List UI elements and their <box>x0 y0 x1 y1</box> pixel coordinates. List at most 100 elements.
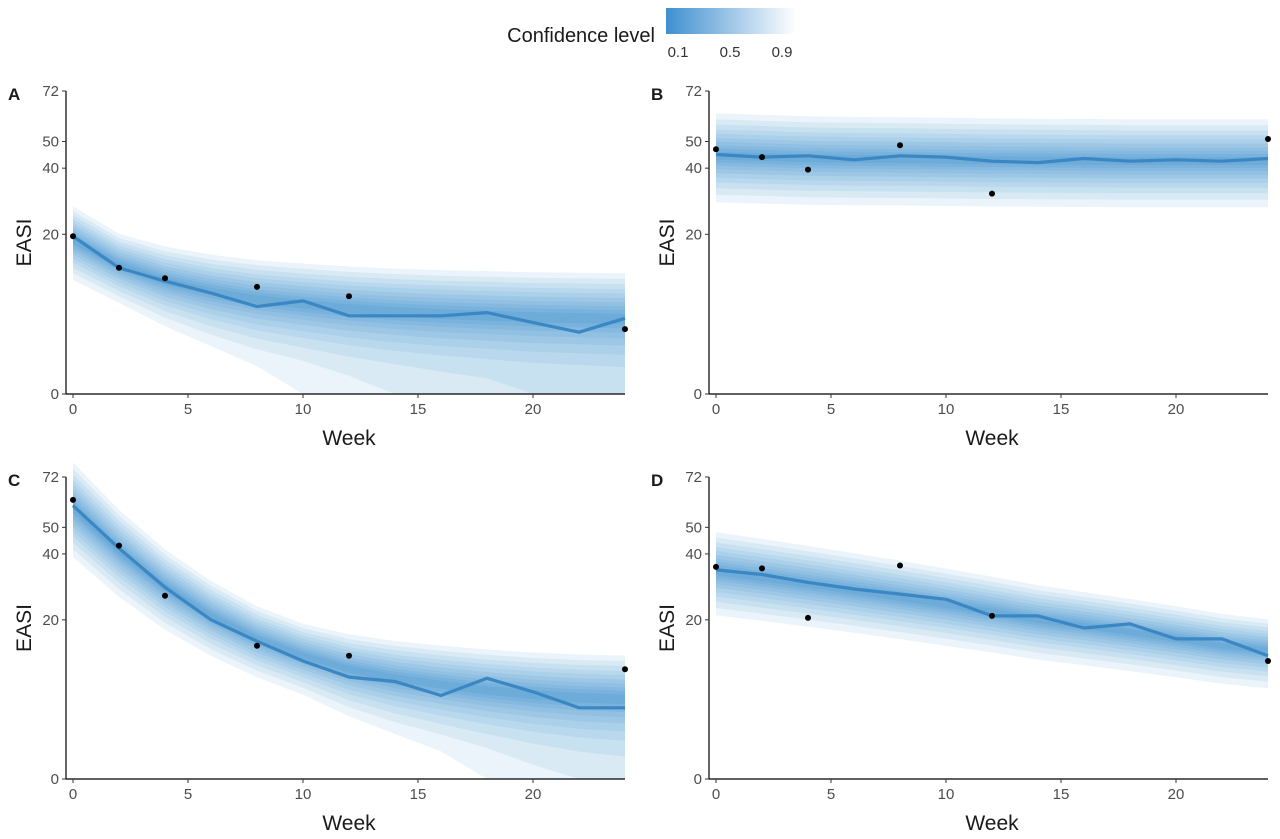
x-tick-label: 0 <box>712 401 720 418</box>
y-tick-label: 0 <box>694 771 702 788</box>
legend-tick-low: 0.1 <box>668 44 689 61</box>
confidence-band <box>73 211 625 394</box>
y-tick-label: 20 <box>42 226 59 243</box>
x-tick-label: 15 <box>410 401 427 418</box>
panel-c: 0 20 40 50 72 0 5 10 15 20 Week EASI C <box>8 462 628 835</box>
confidence-band <box>716 554 1268 665</box>
y-tick-label: 0 <box>51 386 59 403</box>
confidence-band <box>73 234 625 329</box>
legend-title: Confidence level <box>507 25 655 47</box>
confidence-band <box>73 474 625 757</box>
y-tick-label: 72 <box>42 83 59 100</box>
confidence-band <box>716 537 1268 682</box>
observed-point <box>805 166 811 173</box>
y-tick-label: 50 <box>685 134 702 151</box>
observed-point <box>116 542 122 549</box>
y-tick-label: 72 <box>685 469 702 486</box>
y-axis-title: EASI <box>656 219 679 267</box>
x-tick-label: 15 <box>410 786 427 803</box>
x-tick-label: 15 <box>1053 786 1070 803</box>
observed-point <box>1265 658 1271 664</box>
panel-b: 0 20 40 50 72 0 5 10 15 20 Week EASI B <box>651 83 1271 450</box>
confidence-band <box>716 547 1268 672</box>
panel-d: 0 20 40 50 72 0 5 10 15 20 Week EASI D <box>651 469 1271 835</box>
observed-point <box>805 614 811 621</box>
confidence-band <box>73 496 625 713</box>
observed-point <box>989 190 995 197</box>
x-tick-label: 20 <box>525 786 542 803</box>
observed-point <box>254 642 260 649</box>
observed-point <box>713 146 719 153</box>
x-tick-label: 15 <box>1053 401 1070 418</box>
confidence-band <box>73 215 625 394</box>
y-tick-label: 40 <box>685 160 702 177</box>
x-axis-title: Week <box>322 812 376 835</box>
confidence-band <box>716 542 1268 677</box>
confidence-band <box>73 468 625 779</box>
observed-point <box>897 562 903 569</box>
y-tick-label: 72 <box>42 469 59 486</box>
y-tick-label: 40 <box>42 160 59 177</box>
panel-tag: D <box>651 471 663 490</box>
x-axis-title: Week <box>965 812 1019 835</box>
confidence-band <box>73 222 625 355</box>
panel-tag: A <box>8 85 20 104</box>
observed-point <box>897 142 903 149</box>
y-tick-label: 40 <box>42 546 59 563</box>
confidence-band <box>716 133 1268 183</box>
confidence-band <box>716 148 1268 168</box>
y-tick-label: 0 <box>694 386 702 403</box>
y-tick-label: 40 <box>685 546 702 563</box>
y-axis-title: EASI <box>656 604 679 652</box>
panel-tag: C <box>8 471 20 490</box>
confidence-band <box>73 493 625 718</box>
confidence-band <box>73 484 625 732</box>
legend-tick-mid: 0.5 <box>720 44 741 61</box>
confidence-band <box>73 231 625 333</box>
confidence-band <box>73 500 625 708</box>
confidence-band <box>716 145 1268 171</box>
confidence-band <box>716 550 1268 668</box>
x-tick-label: 5 <box>827 401 835 418</box>
y-tick-label: 20 <box>685 226 702 243</box>
x-tick-label: 20 <box>525 401 542 418</box>
x-tick-label: 10 <box>938 401 955 418</box>
x-tick-label: 5 <box>184 401 192 418</box>
observed-point <box>989 612 995 619</box>
observed-point <box>162 275 168 282</box>
confidence-band <box>716 561 1268 659</box>
median-line <box>71 504 625 710</box>
observed-point <box>346 293 352 300</box>
x-axis-title: Week <box>322 427 376 450</box>
legend-tick-high: 0.9 <box>772 44 793 61</box>
x-axis-title: Week <box>965 427 1019 450</box>
observed-point <box>70 496 76 503</box>
y-tick-label: 50 <box>685 519 702 536</box>
observed-point <box>70 233 76 240</box>
observed-point <box>759 565 765 572</box>
confidence-band <box>716 129 1268 188</box>
observed-point <box>346 652 352 659</box>
y-tick-label: 20 <box>685 612 702 629</box>
y-tick-label: 50 <box>42 134 59 151</box>
observed-point <box>622 326 628 333</box>
observed-point <box>622 666 628 673</box>
observed-point <box>713 563 719 570</box>
observed-point <box>162 592 168 599</box>
confidence-band <box>716 141 1268 175</box>
observed-point <box>759 154 765 161</box>
x-tick-label: 20 <box>1168 786 1185 803</box>
legend-colorbar <box>666 8 796 34</box>
confidence-band <box>716 119 1268 200</box>
panel-a: 0 20 40 50 72 0 5 10 15 20 Week EASI A <box>8 83 628 450</box>
x-tick-label: 5 <box>184 786 192 803</box>
median-line <box>715 152 1269 165</box>
y-axis-title: EASI <box>13 219 36 267</box>
panels: 0 20 40 50 72 0 5 10 15 20 Week EASI A 0 20 40 50 72 0 5 10 1… <box>8 83 1271 835</box>
confidence-band <box>73 226 625 346</box>
x-tick-label: 20 <box>1168 401 1185 418</box>
confidence-legend: Confidence level 0.1 0.5 0.9 <box>507 8 796 61</box>
observed-point <box>1265 136 1271 142</box>
x-tick-label: 10 <box>295 786 312 803</box>
